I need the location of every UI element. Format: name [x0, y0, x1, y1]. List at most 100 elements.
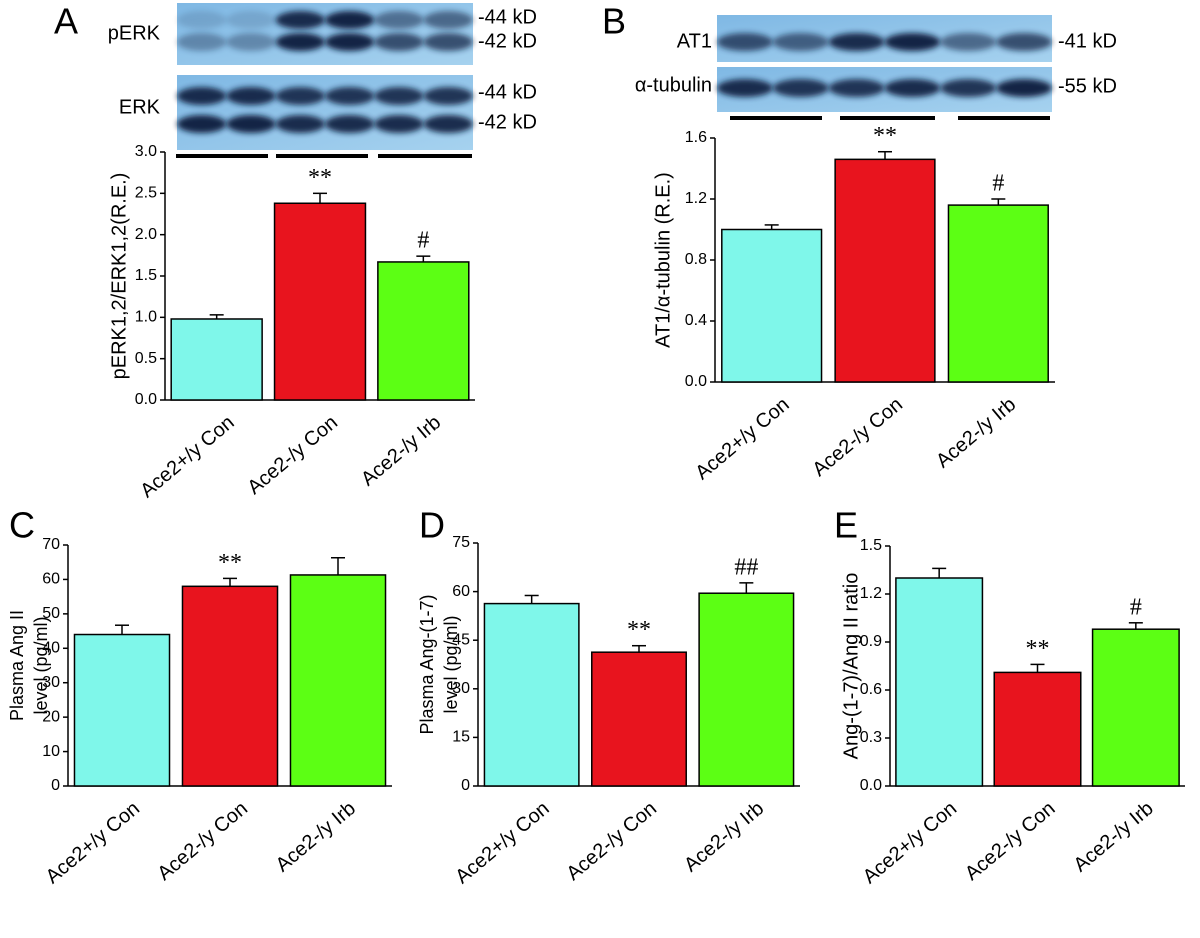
blot-band — [423, 87, 474, 105]
error-bar — [764, 224, 779, 230]
significance-mark: ** — [627, 617, 651, 643]
y-tick-label: 30 — [42, 674, 60, 691]
bar — [181, 585, 279, 787]
y-tick-label: 30 — [452, 680, 470, 697]
significance-mark: # — [992, 171, 1004, 197]
blot-band — [717, 33, 773, 51]
bar — [721, 228, 823, 383]
blot-image — [717, 15, 1052, 62]
blot-band — [177, 11, 227, 29]
y-tick-label: 15 — [452, 729, 470, 746]
x-tick-label: Ace2+/y Con — [136, 411, 238, 502]
blot-band — [423, 115, 474, 133]
x-tick-label: Ace2-/y Con — [961, 797, 1059, 885]
bar — [834, 158, 936, 383]
blot-band — [884, 79, 941, 97]
error-bar — [313, 192, 327, 204]
x-tick-label: Ace2-/y Irb — [357, 411, 445, 490]
y-tick-label: 60 — [42, 571, 60, 588]
y-tick-label: 1.6 — [685, 129, 707, 146]
error-bar — [115, 624, 129, 635]
y-tick-label: 0 — [51, 777, 60, 794]
y-tick-label: 2.5 — [135, 185, 157, 202]
y-tick-label: 0.6 — [860, 681, 882, 698]
y-axis-label: Plasma Ang II — [7, 610, 27, 721]
blot-label: ERK — [119, 96, 161, 118]
y-tick-label: 0.5 — [135, 350, 157, 367]
y-tick-label: 1.2 — [860, 585, 882, 602]
bar — [947, 204, 1049, 383]
x-tick-label: Ace2-/y Con — [153, 797, 251, 885]
error-bar — [739, 582, 754, 594]
y-axis-label: AT1/α-tubulin (R.E.) — [652, 172, 674, 348]
blot-band — [226, 33, 276, 51]
blot-band — [996, 79, 1052, 97]
y-tick-label: 1.5 — [860, 537, 882, 554]
y-tick-label: 1.2 — [685, 190, 707, 207]
blot-band — [177, 87, 227, 105]
bar — [895, 577, 984, 787]
error-bar — [632, 644, 646, 653]
y-tick-label: 10 — [42, 743, 60, 760]
blot-band — [374, 87, 424, 105]
y-tick-label: 1.0 — [135, 309, 157, 326]
blot-band — [226, 11, 276, 29]
blot-band — [325, 11, 375, 29]
size-marker: -44 kD — [478, 81, 537, 103]
y-tick-label: 3.0 — [135, 143, 157, 160]
significance-mark: # — [1130, 594, 1142, 620]
bar — [993, 671, 1082, 787]
size-marker: -44 kD — [478, 6, 537, 28]
blot-band — [374, 115, 424, 133]
blot-band — [275, 11, 326, 29]
y-tick-label: 75 — [452, 534, 470, 551]
panel-letter: D — [419, 505, 445, 546]
bar — [377, 261, 470, 401]
blot-band — [275, 115, 326, 133]
blot-band — [940, 33, 997, 51]
error-bar — [524, 594, 539, 604]
significance-mark: ** — [873, 123, 897, 149]
blot-band — [374, 33, 424, 51]
blot-image — [177, 75, 473, 150]
y-tick-label: 1.5 — [135, 267, 157, 284]
blot-band — [275, 33, 326, 51]
blot-band — [884, 33, 941, 51]
x-tick-label: Ace2-/y Con — [808, 393, 906, 481]
panel-letter: B — [602, 1, 626, 42]
blot-band — [772, 33, 829, 51]
significance-mark: # — [417, 228, 429, 254]
x-tick-label: Ace2-/y Irb — [932, 393, 1020, 472]
blot-image — [717, 67, 1052, 112]
y-tick-label: 40 — [42, 640, 60, 657]
bar — [591, 651, 687, 787]
x-tick-label: Ace2+/y Con — [691, 393, 793, 484]
y-tick-label: 0.8 — [685, 251, 707, 268]
error-bar — [223, 577, 237, 587]
blot-band — [325, 33, 375, 51]
blot-label: α-tubulin — [635, 74, 712, 96]
significance-mark: ## — [734, 554, 758, 580]
y-tick-label: 0.0 — [860, 777, 882, 794]
blot-label: AT1 — [677, 30, 712, 52]
significance-mark: ** — [218, 550, 242, 576]
significance-mark: ** — [308, 165, 332, 191]
blot-band — [828, 33, 885, 51]
blot-band — [226, 115, 276, 133]
size-marker: -55 kD — [1058, 75, 1117, 97]
bar — [698, 592, 795, 787]
panel-letter: A — [54, 1, 78, 42]
x-tick-label: Ace2-/y Con — [243, 411, 341, 499]
blot-band — [423, 33, 474, 51]
bar — [273, 202, 367, 401]
significance-mark: ** — [1026, 636, 1050, 662]
y-tick-label: 45 — [452, 631, 470, 648]
blot-band — [374, 11, 424, 29]
bar — [73, 633, 171, 787]
y-tick-label: 20 — [42, 708, 60, 725]
blot-band — [275, 87, 326, 105]
y-tick-label: 0.0 — [685, 373, 707, 390]
y-tick-label: 2.0 — [135, 226, 157, 243]
